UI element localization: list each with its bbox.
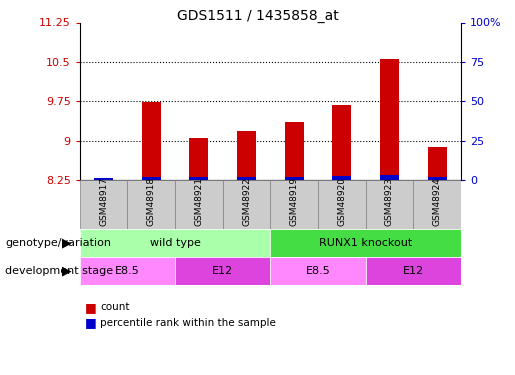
Text: percentile rank within the sample: percentile rank within the sample — [100, 318, 277, 327]
Bar — [237, 177, 256, 180]
Text: GSM48920: GSM48920 — [337, 177, 346, 226]
Text: wild type: wild type — [150, 238, 200, 248]
Text: GSM48917: GSM48917 — [99, 177, 108, 226]
Bar — [270, 180, 318, 229]
Bar — [94, 179, 113, 180]
Bar — [142, 102, 161, 180]
Bar — [332, 105, 351, 180]
Text: GSM48924: GSM48924 — [433, 177, 441, 226]
Text: GDS1511 / 1435858_at: GDS1511 / 1435858_at — [177, 9, 338, 23]
Bar — [94, 178, 113, 180]
Bar — [80, 257, 175, 285]
Bar — [270, 257, 366, 285]
Bar — [427, 147, 447, 180]
Bar — [237, 131, 256, 180]
Bar — [80, 180, 128, 229]
Bar — [285, 122, 304, 180]
Bar — [270, 229, 461, 257]
Text: E8.5: E8.5 — [115, 266, 140, 276]
Text: E12: E12 — [212, 266, 233, 276]
Bar — [285, 177, 304, 180]
Bar — [128, 180, 175, 229]
Text: E12: E12 — [403, 266, 424, 276]
Text: count: count — [100, 303, 130, 312]
Bar — [142, 177, 161, 180]
Text: ▶: ▶ — [62, 264, 72, 278]
Text: ■: ■ — [85, 301, 97, 314]
Bar — [175, 180, 222, 229]
Text: development stage: development stage — [5, 266, 113, 276]
Bar — [80, 229, 270, 257]
Text: ■: ■ — [85, 316, 97, 329]
Text: genotype/variation: genotype/variation — [5, 238, 111, 248]
Bar — [366, 180, 413, 229]
Text: GSM48919: GSM48919 — [290, 177, 299, 226]
Bar — [222, 180, 270, 229]
Bar — [175, 257, 270, 285]
Bar — [380, 59, 399, 180]
Text: GSM48922: GSM48922 — [242, 177, 251, 226]
Text: GSM48918: GSM48918 — [147, 177, 156, 226]
Text: E8.5: E8.5 — [305, 266, 331, 276]
Text: GSM48921: GSM48921 — [195, 177, 203, 226]
Text: GSM48923: GSM48923 — [385, 177, 394, 226]
Bar — [190, 177, 209, 180]
Bar — [332, 176, 351, 180]
Bar — [413, 180, 461, 229]
Bar — [190, 138, 209, 180]
Bar — [427, 177, 447, 180]
Text: RUNX1 knockout: RUNX1 knockout — [319, 238, 413, 248]
Text: ▶: ▶ — [62, 236, 72, 249]
Bar — [318, 180, 366, 229]
Bar — [366, 257, 461, 285]
Bar — [380, 175, 399, 180]
